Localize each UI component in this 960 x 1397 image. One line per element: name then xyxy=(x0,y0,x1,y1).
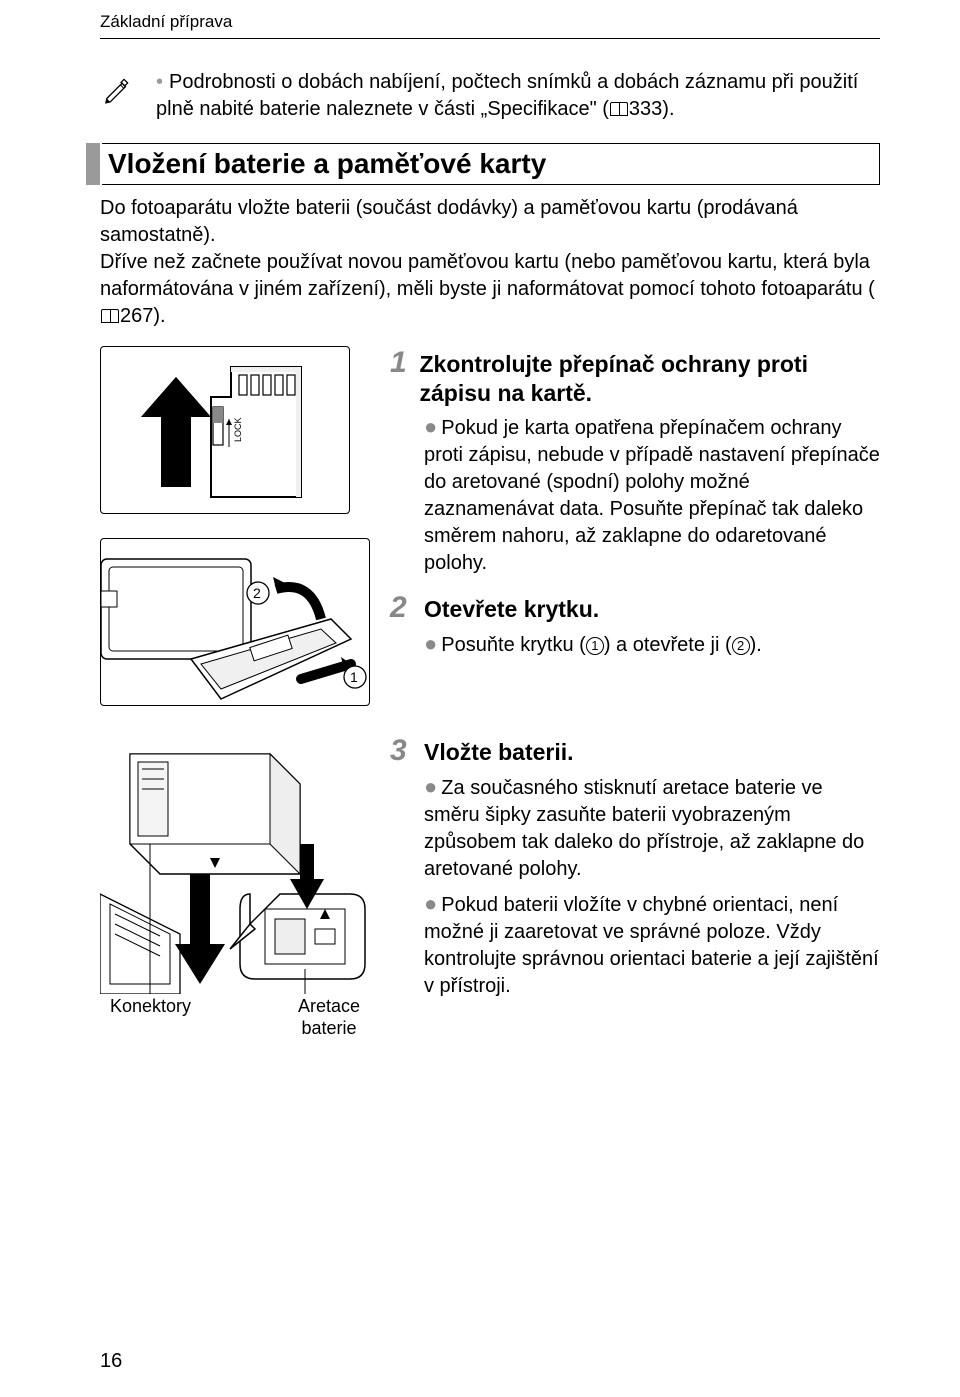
step-3-title: Vložte baterii. xyxy=(424,738,574,767)
note-text: •Podrobnosti o dobách nabíjení, počtech … xyxy=(156,69,880,123)
content-area: •Podrobnosti o dobách nabíjení, počtech … xyxy=(0,39,960,1039)
step-row-2: Konektory Aretace baterie 3 Vložte bater… xyxy=(100,734,880,1039)
caption-row: Konektory Aretace baterie xyxy=(100,996,370,1039)
text-column-2: 3 Vložte baterii. ●Za současného stisknu… xyxy=(370,734,880,1014)
note-bullet: • xyxy=(156,71,163,93)
step-3-body2: ●Pokud baterii vložíte v chybné orientac… xyxy=(390,889,880,1000)
intro-p2: Dříve než začnete používat novou paměťov… xyxy=(100,249,880,330)
step-1: 1 Zkontrolujte přepínač ochrany proti zá… xyxy=(390,346,880,577)
note-text-after: ). xyxy=(662,98,674,120)
sd-card-illustration: LOCK xyxy=(100,346,350,514)
step-2-after: ). xyxy=(750,634,762,656)
intro-text: Do fotoaparátu vložte baterii (součást d… xyxy=(100,195,880,330)
step-2-number: 2 xyxy=(390,591,414,625)
battery-insert-illustration xyxy=(100,734,370,994)
step-2-body: ●Posuňte krytku (1) a otevřete ji (2). xyxy=(390,629,880,659)
step-2: 2 Otevřete krytku. ●Posuňte krytku (1) a… xyxy=(390,591,880,659)
intro-p2-ref: 267 xyxy=(120,305,153,327)
svg-text:LOCK: LOCK xyxy=(233,417,243,442)
note-box: •Podrobnosti o dobách nabíjení, počtech … xyxy=(100,69,880,123)
step-3-body1: ●Za současného stisknutí aretace baterie… xyxy=(390,772,880,883)
caption-lock: Aretace baterie xyxy=(298,996,360,1039)
camera-cover-illustration: ① 2 1 xyxy=(100,538,370,706)
body-bullet: ● xyxy=(424,891,437,916)
circled-1: 1 xyxy=(586,637,604,655)
step-2-mid: ) a otevřete ji ( xyxy=(604,634,732,656)
caption-connectors: Konektory xyxy=(110,996,191,1039)
step-2-before: Posuňte krytku ( xyxy=(441,634,586,656)
step-row-1: LOCK xyxy=(100,346,880,706)
intro-p1: Do fotoaparátu vložte baterii (součást d… xyxy=(100,195,880,249)
body-bullet: ● xyxy=(424,774,437,799)
note-text-before: Podrobnosti o dobách nabíjení, počtech s… xyxy=(156,71,858,120)
intro-p2-after: ). xyxy=(153,305,165,327)
note-page-ref: 333 xyxy=(629,98,662,120)
body-bullet: ● xyxy=(424,631,437,656)
book-icon xyxy=(610,102,628,116)
page-header: Základní příprava xyxy=(0,0,960,32)
step-3: 3 Vložte baterii. ●Za současného stisknu… xyxy=(390,734,880,1000)
pencil-icon xyxy=(100,73,134,107)
book-icon xyxy=(101,309,119,323)
label-1: 1 xyxy=(350,669,358,685)
step-1-number: 1 xyxy=(390,346,409,380)
page-number: 16 xyxy=(100,1350,122,1373)
label-2: 2 xyxy=(253,585,261,601)
illustration-column-1: LOCK xyxy=(100,346,370,706)
intro-p2-before: Dříve než začnete používat novou paměťov… xyxy=(100,251,875,300)
step-3-body1-text: Za současného stisknutí aretace baterie … xyxy=(424,777,864,880)
step-1-body: ●Pokud je karta opatřena přepínačem ochr… xyxy=(390,412,880,577)
text-column-1: 1 Zkontrolujte přepínač ochrany proti zá… xyxy=(370,346,880,673)
circled-2: 2 xyxy=(732,637,750,655)
section-title-box: Vložení baterie a paměťové karty xyxy=(88,143,880,185)
step-1-body-text: Pokud je karta opatřena přepínačem ochra… xyxy=(424,417,880,574)
step-1-title: Zkontrolujte přepínač ochrany proti zápi… xyxy=(419,350,880,408)
step-3-body2-text: Pokud baterii vložíte v chybné orientaci… xyxy=(424,894,879,997)
step-3-number: 3 xyxy=(390,734,414,768)
body-bullet: ● xyxy=(424,414,437,439)
section-title: Vložení baterie a paměťové karty xyxy=(88,143,880,185)
illustration-column-2: Konektory Aretace baterie xyxy=(100,734,370,1039)
step-2-title: Otevřete krytku. xyxy=(424,595,599,624)
